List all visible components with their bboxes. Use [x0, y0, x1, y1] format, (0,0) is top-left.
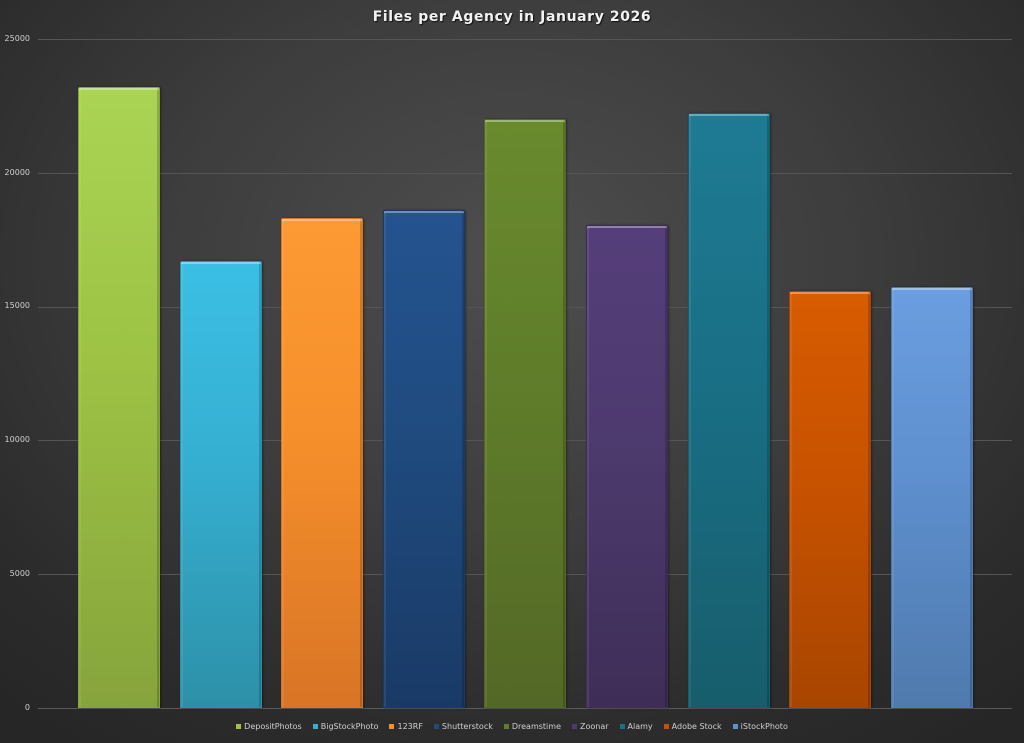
y-tick-label: 20000 [4, 168, 30, 177]
legend-swatch-icon [732, 724, 738, 729]
y-tick-label: 25000 [4, 34, 30, 43]
legend-label: DepositPhotos [244, 722, 302, 731]
legend-label: Zoonar [580, 722, 609, 731]
bar-zoonar [586, 225, 668, 708]
legend-label: Shutterstock [441, 722, 493, 731]
legend-swatch-icon [663, 724, 669, 729]
bar-depositphotos [78, 87, 160, 708]
legend-label: Dreamstime [511, 722, 561, 731]
legend-swatch-icon [312, 724, 318, 729]
legend-swatch-icon [503, 724, 509, 729]
plot-area [38, 39, 1012, 709]
bar-dreamstime [484, 119, 567, 708]
legend-item: BigStockPhoto [312, 722, 379, 731]
legend-item: Adobe Stock [663, 722, 722, 731]
legend-label: Adobe Stock [671, 722, 722, 731]
legend-label: 123RF [397, 722, 423, 731]
y-tick-label: 10000 [4, 435, 30, 444]
bar-alamy [687, 113, 770, 708]
bar-istockphoto [890, 287, 973, 708]
legend-item: Dreamstime [503, 722, 561, 731]
bar-bigstockphoto [179, 261, 262, 708]
legend-swatch-icon [619, 724, 625, 729]
legend-item: Alamy [619, 722, 653, 731]
legend-swatch-icon [389, 724, 395, 729]
y-tick-label: 0 [24, 703, 30, 712]
legend-swatch-icon [433, 724, 439, 729]
legend-item: iStockPhoto [732, 722, 788, 731]
legend: DepositPhotos BigStockPhoto 123RF Shutterst… [0, 722, 1024, 731]
legend-label: Alamy [627, 722, 653, 731]
legend-label: BigStockPhoto [320, 722, 379, 731]
legend-item: 123RF [389, 722, 423, 731]
legend-item: DepositPhotos [236, 722, 302, 731]
chart-title: Files per Agency in January 2026 [372, 9, 652, 25]
gridline [38, 39, 1012, 40]
x-axis-line [38, 708, 1012, 709]
y-tick-label: 15000 [4, 301, 30, 310]
legend-swatch-icon [572, 724, 577, 729]
legend-label: iStockPhoto [740, 722, 788, 731]
bar-123rf [281, 218, 364, 708]
y-tick-label: 5000 [9, 569, 30, 578]
legend-swatch-icon [236, 724, 242, 729]
bar-shutterstock [382, 210, 465, 708]
legend-item: Zoonar [572, 722, 609, 731]
legend-item: Shutterstock [433, 722, 493, 731]
bar-adobe-stock [789, 291, 872, 708]
